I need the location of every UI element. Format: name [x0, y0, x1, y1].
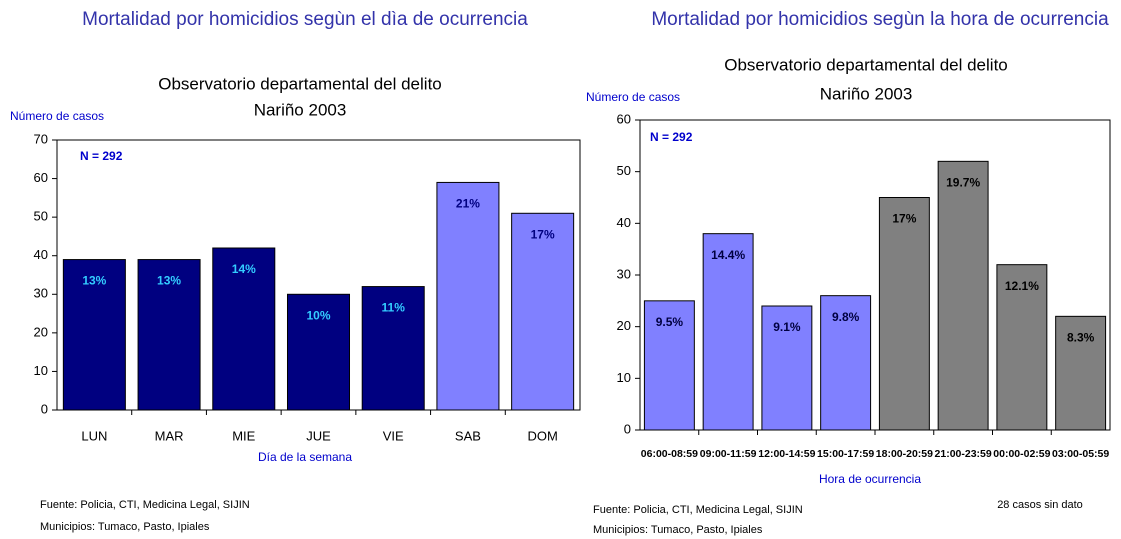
bar — [878, 197, 930, 431]
x-tick-label: DOM — [527, 428, 557, 443]
x-axis-label: Día de la semana — [258, 450, 352, 464]
bar — [361, 286, 425, 411]
bar-label: 17% — [892, 212, 916, 226]
bar-label: 12.1% — [1005, 279, 1039, 293]
bar — [436, 181, 500, 411]
x-tick-label: LUN — [81, 428, 107, 443]
footnote: Fuente: Policia, CTI, Medicina Legal, SI… — [593, 504, 803, 516]
bar — [1055, 315, 1107, 431]
bar — [761, 305, 813, 431]
bar — [511, 212, 575, 411]
footnote: Municipios: Tumaco, Pasto, Ipiales — [593, 524, 763, 536]
y-tick-label: 60 — [617, 111, 631, 126]
note: 28 casos sin dato — [997, 499, 1083, 511]
annotation: N = 292 — [80, 149, 123, 163]
y-tick-label: 0 — [41, 401, 48, 416]
x-tick-label: 15:00-17:59 — [817, 448, 874, 460]
y-axis-label: Número de casos — [586, 90, 680, 104]
x-tick-label: 06:00-08:59 — [641, 448, 698, 460]
chart-subtitle: Observatorio departamental del delito — [724, 55, 1008, 74]
y-tick-label: 70 — [34, 131, 48, 146]
x-axis-label: Hora de ocurrencia — [819, 472, 921, 486]
bar — [996, 264, 1048, 431]
x-tick-label: 00:00-02:59 — [993, 448, 1050, 460]
bar — [643, 300, 695, 431]
x-tick-label: MIE — [232, 428, 255, 443]
x-tick-label: SAB — [455, 428, 481, 443]
footnote: Municipios: Tumaco, Pasto, Ipiales — [40, 521, 210, 533]
x-tick-label: 12:00-14:59 — [758, 448, 815, 460]
bar — [820, 295, 872, 431]
y-tick-label: 60 — [34, 170, 48, 185]
y-tick-label: 20 — [617, 318, 631, 333]
bar-label: 17% — [531, 227, 555, 241]
chart-subtitle: Nariño 2003 — [254, 100, 347, 119]
bar-label: 14% — [232, 262, 256, 276]
y-tick-label: 30 — [617, 266, 631, 281]
bar-label: 9.5% — [656, 315, 684, 329]
y-tick-label: 0 — [624, 421, 631, 436]
bar — [702, 233, 754, 431]
y-tick-label: 50 — [34, 209, 48, 224]
footnote: Fuente: Policia, CTI, Medicina Legal, SI… — [40, 499, 250, 511]
chart-subtitle: Observatorio departamental del delito — [158, 74, 442, 93]
bar — [62, 259, 126, 411]
bar — [137, 259, 201, 411]
bar-label: 13% — [157, 274, 181, 288]
bar — [937, 160, 989, 431]
y-tick-label: 40 — [34, 247, 48, 262]
bar-label: 9.8% — [832, 310, 860, 324]
y-axis-label: Número de casos — [10, 109, 104, 123]
chart-subtitle: Nariño 2003 — [820, 84, 913, 103]
y-tick-label: 50 — [617, 163, 631, 178]
bar-label: 13% — [82, 274, 106, 288]
chart-title: Mortalidad por homicidios segùn la hora … — [651, 9, 1109, 30]
bar-label: 21% — [456, 197, 480, 211]
bar-label: 8.3% — [1067, 331, 1095, 345]
x-tick-label: 21:00-23:59 — [935, 448, 992, 460]
x-tick-label: 03:00-05:59 — [1052, 448, 1109, 460]
x-tick-label: JUE — [306, 428, 331, 443]
y-tick-label: 40 — [617, 215, 631, 230]
y-tick-label: 10 — [34, 363, 48, 378]
x-tick-label: MAR — [155, 428, 184, 443]
bar — [212, 247, 276, 411]
bar — [286, 293, 351, 411]
annotation: N = 292 — [650, 130, 693, 144]
x-tick-label: 09:00-11:59 — [700, 448, 757, 460]
y-tick-label: 10 — [617, 370, 631, 385]
bar-label: 14.4% — [711, 248, 745, 262]
bar-label: 19.7% — [946, 176, 980, 190]
bar-label: 11% — [382, 301, 406, 315]
y-tick-label: 30 — [34, 286, 48, 301]
bar-label: 10% — [306, 308, 330, 322]
y-tick-label: 20 — [34, 324, 48, 339]
chart-title: Mortalidad por homicidios segùn el dìa d… — [82, 9, 528, 30]
bar-label: 9.1% — [773, 320, 801, 334]
x-tick-label: VIE — [383, 428, 404, 443]
x-tick-label: 18:00-20:59 — [876, 448, 933, 460]
